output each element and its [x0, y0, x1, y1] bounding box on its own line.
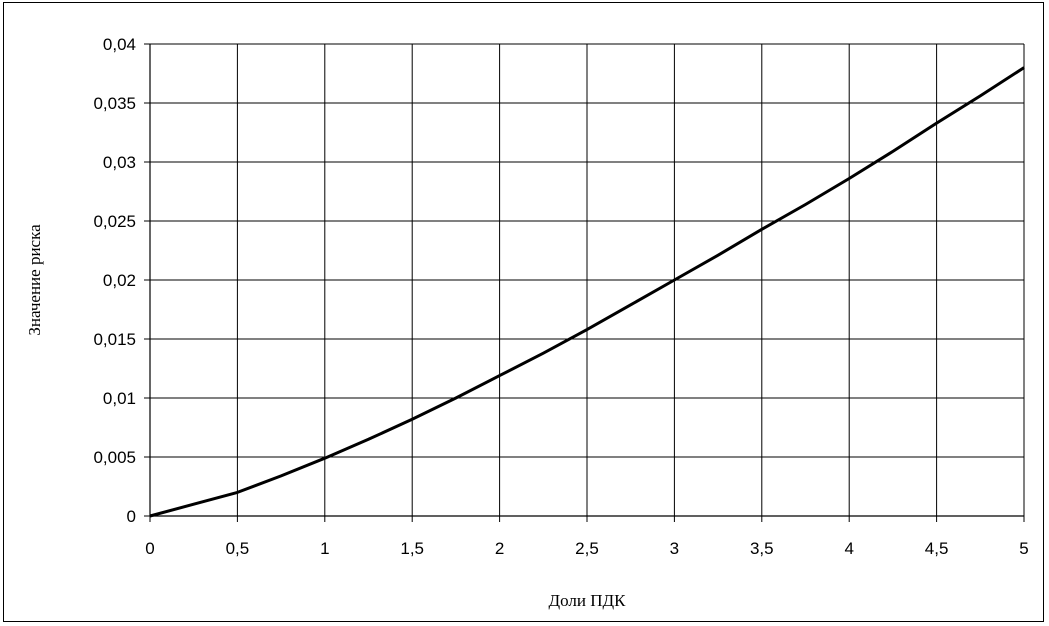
x-tick-label: 0,5: [226, 539, 250, 558]
x-tick-label: 1: [320, 539, 329, 558]
y-axis-label: Значение риска: [25, 224, 44, 336]
y-tick-label: 0,02: [103, 271, 136, 290]
x-axis-label: Доли ПДК: [549, 591, 627, 610]
grid: [144, 43, 1025, 522]
chart-frame: [3, 2, 1044, 622]
y-tick-label: 0,025: [93, 212, 136, 231]
y-tick-label: 0,005: [93, 448, 136, 467]
x-tick-label: 3,5: [750, 539, 774, 558]
x-tick-label: 2,5: [575, 539, 599, 558]
series-line: [149, 66, 1025, 518]
axes: [149, 44, 1024, 517]
y-tick-label: 0: [127, 507, 136, 526]
y-tick-label: 0,03: [103, 153, 136, 172]
y-tick-label: 0,035: [93, 94, 136, 113]
x-tick-label: 2: [495, 539, 504, 558]
x-tick-label: 0: [145, 539, 154, 558]
x-tick-label: 4: [844, 539, 853, 558]
x-tick-label: 4,5: [925, 539, 949, 558]
x-tick-label: 1,5: [400, 539, 424, 558]
y-tick-label: 0,04: [103, 35, 136, 54]
series-layer: [149, 66, 1025, 518]
y-tick-label: 0,01: [103, 389, 136, 408]
x-tick-label: 5: [1019, 539, 1028, 558]
tick-labels: 0 0,005 0,01 0,015 0,02 0,025 0,03 0,035 0,04 0 0,…: [93, 35, 1028, 558]
x-tick-label: 3: [670, 539, 679, 558]
y-tick-label: 0,015: [93, 330, 136, 349]
